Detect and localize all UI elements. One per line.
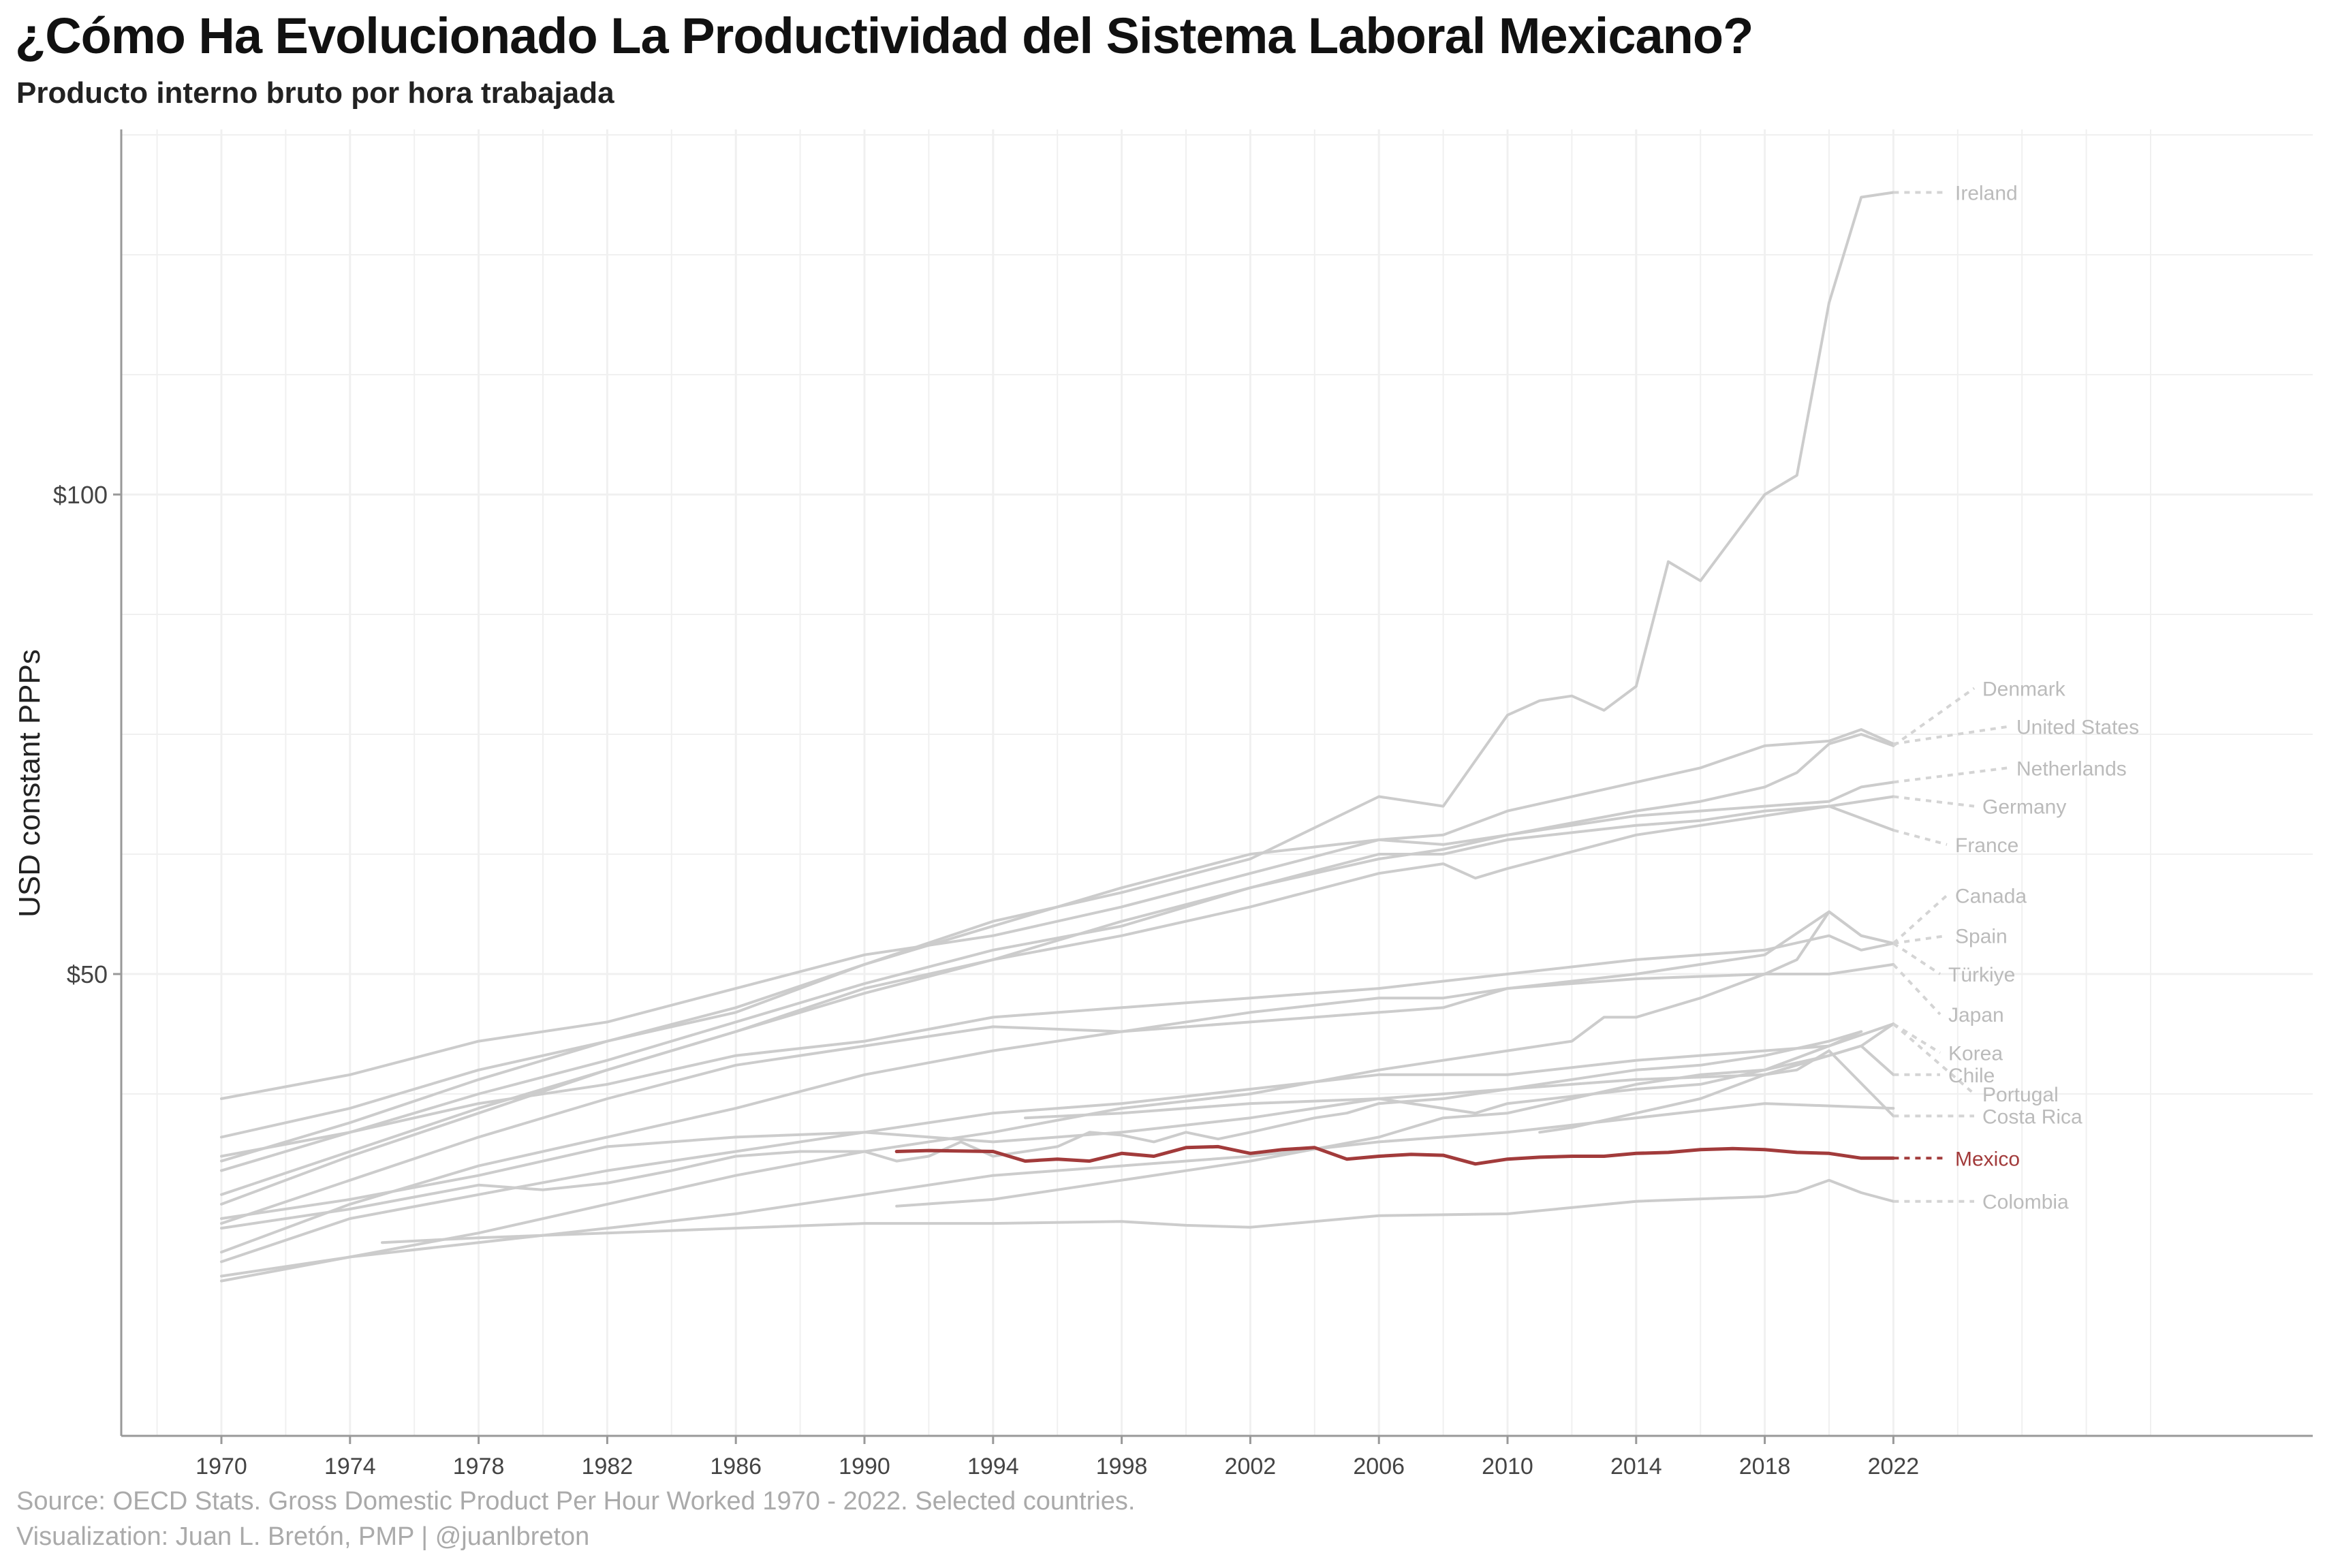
series-label-spain: Spain	[1955, 926, 2008, 948]
series-labels: Ireland Denmark United States Netherlands Ge…	[1892, 182, 2139, 1214]
axes	[120, 129, 2313, 1437]
series-line-spain	[220, 910, 1895, 1225]
series-label-korea: Korea	[1948, 1042, 2003, 1065]
leader-line-united-states	[1893, 725, 2009, 746]
x-tick-label: 2010	[1482, 1454, 1533, 1479]
leader-line-korea	[1892, 1022, 1941, 1054]
series-lines	[220, 191, 1895, 1283]
leader-line-germany	[1893, 795, 1975, 808]
series-line-t-rkiye	[220, 910, 1895, 1283]
x-tick-label: 2014	[1610, 1454, 1662, 1479]
x-tick-label: 1982	[582, 1454, 634, 1479]
series-line-mexico	[894, 1144, 1895, 1166]
x-tick-label: 1990	[839, 1454, 890, 1479]
source-note: Source: OECD Stats. Gross Domestic Produ…	[16, 1487, 1136, 1516]
leader-line-canada	[1892, 894, 1948, 945]
series-label-t-rkiye: Türkiye	[1948, 964, 2015, 986]
x-tick-label: 2006	[1353, 1454, 1405, 1479]
series-label-mexico: Mexico	[1955, 1148, 2020, 1170]
series-label-netherlands: Netherlands	[2016, 757, 2127, 780]
x-tick-label: 1970	[196, 1454, 247, 1479]
caption: Source: OECD Stats. Gross Domestic Produ…	[16, 1484, 1135, 1554]
series-label-costa-rica: Costa Rica	[1982, 1106, 2082, 1128]
series-line-netherlands	[220, 781, 1895, 1172]
series-line-france	[220, 804, 1895, 1206]
x-tick-label: 1986	[710, 1454, 762, 1479]
tick-labels: 1970 1974 1978 1982 1986 1990 1994 1998 2002 2006…	[53, 481, 1919, 1479]
page-title: ¿Cómo Ha Evolucionado La Productividad d…	[15, 7, 1753, 64]
series-line-unlabeled	[220, 1102, 1895, 1278]
x-tick-label: 2022	[1868, 1454, 1920, 1479]
series-label-denmark: Denmark	[1982, 678, 2066, 700]
series-label-japan: Japan	[1948, 1004, 2004, 1026]
series-line-unlabeled	[220, 1030, 1863, 1230]
x-tick-label: 1994	[967, 1454, 1019, 1479]
x-tick-label: 2018	[1739, 1454, 1791, 1479]
series-label-canada: Canada	[1955, 885, 2027, 908]
x-tick-label: 1974	[324, 1454, 376, 1479]
series-line-colombia	[381, 1178, 1895, 1244]
leader-line-denmark	[1892, 687, 1976, 747]
leader-line-netherlands	[1893, 766, 2009, 784]
series-line-canada	[220, 934, 1895, 1158]
x-tick-label: 1978	[453, 1454, 505, 1479]
series-line-costa-rica	[1024, 1049, 1895, 1120]
leader-line-france	[1892, 828, 1948, 846]
series-label-chile: Chile	[1948, 1065, 1995, 1087]
series-line-japan	[220, 962, 1895, 1254]
leader-line-spain	[1893, 934, 1948, 945]
series-line-unlabeled	[895, 1030, 1863, 1208]
page-subtitle: Producto interno bruto por hora trabajad…	[16, 76, 614, 110]
series-label-colombia: Colombia	[1982, 1191, 2069, 1214]
x-tick-label: 1998	[1096, 1454, 1148, 1479]
series-label-germany: Germany	[1982, 796, 2066, 819]
y-axis-label: USD constant PPPs	[13, 649, 46, 918]
series-line-united-states	[220, 728, 1895, 1100]
series-label-france: France	[1955, 834, 2018, 857]
series-line-portugal	[220, 1022, 1895, 1264]
grid-lines	[121, 129, 2313, 1436]
leader-line-portugal	[1892, 1022, 1976, 1095]
series-label-ireland: Ireland	[1955, 182, 2018, 204]
leader-line-japan	[1892, 963, 1941, 1016]
y-tick-label: $50	[67, 960, 108, 988]
series-line-ireland	[220, 191, 1895, 1163]
credit-note: Visualization: Juan L. Bretón, PMP | @ju…	[16, 1522, 590, 1551]
series-label-united-states: United States	[2016, 717, 2139, 739]
y-tick-label: $100	[53, 481, 108, 509]
leader-line-t-rkiye	[1892, 942, 1941, 975]
series-line-chile	[220, 1044, 1895, 1220]
series-label-portugal: Portugal	[1982, 1084, 2059, 1106]
x-tick-label: 2002	[1225, 1454, 1277, 1479]
